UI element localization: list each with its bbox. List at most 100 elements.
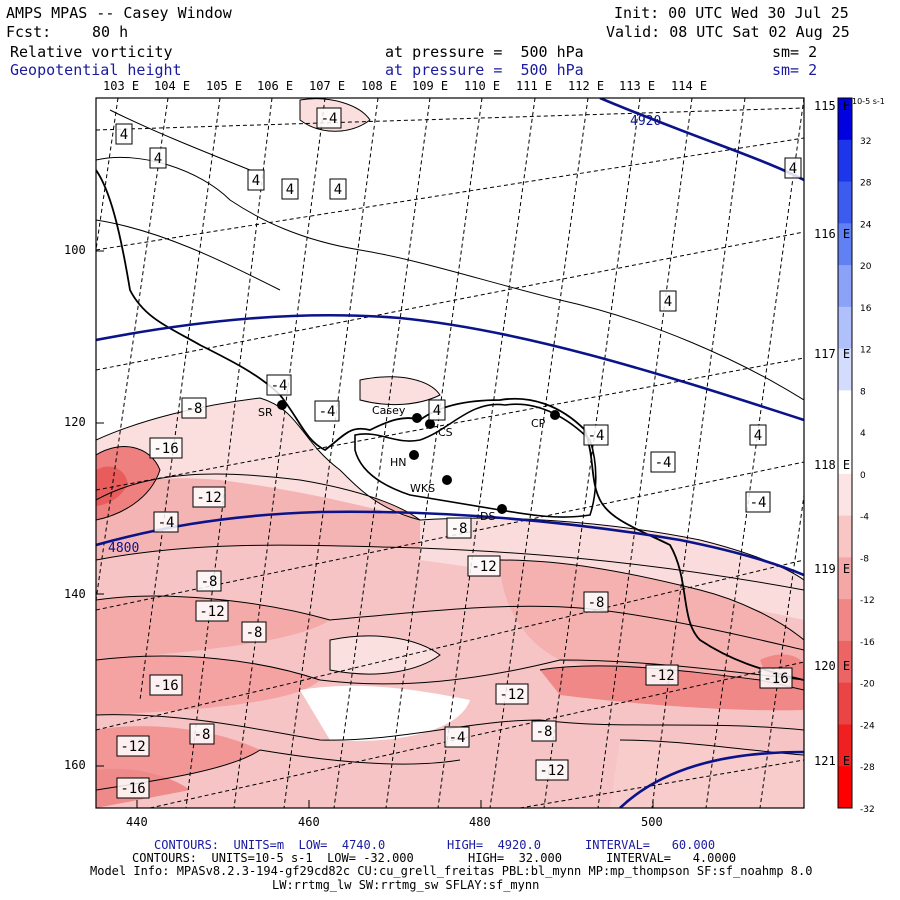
- right-lon-label: 117 E: [814, 347, 851, 361]
- top-lon-label: 107 E: [309, 79, 346, 93]
- y-tick-label: 160: [64, 758, 86, 772]
- colorbar-tick-label: -4: [860, 513, 869, 523]
- right-lon-label: 121 E: [814, 754, 851, 768]
- vorticity-label: -12: [495, 683, 529, 705]
- field1-name: Relative vorticity: [10, 43, 173, 61]
- station-label: Casey: [372, 404, 406, 417]
- height-contour-interval: INTERVAL= 60.000: [585, 838, 716, 852]
- station-marker: [497, 504, 507, 514]
- colorbar-segment: [838, 724, 852, 767]
- svg-text:-16: -16: [153, 678, 178, 694]
- map-plot-area: [96, 98, 804, 808]
- field2-level: at pressure = 500 hPa: [385, 61, 584, 79]
- forecast-hour: 80 h: [92, 23, 129, 41]
- svg-text:-4: -4: [750, 495, 767, 511]
- vorticity-label: 4: [247, 169, 265, 191]
- x-tick-label: 480: [469, 815, 491, 829]
- vorticity-label: -8: [241, 621, 267, 643]
- colorbar-tick-label: -24: [860, 721, 875, 731]
- svg-text:4: 4: [154, 151, 162, 167]
- colorbar-segment: [838, 682, 852, 725]
- colorbar-segment: [838, 515, 852, 558]
- top-lon-label: 111 E: [516, 79, 553, 93]
- forecast-label: Fcst:: [6, 23, 52, 41]
- svg-text:-12: -12: [199, 604, 224, 620]
- vorticity-label: 4: [428, 399, 446, 421]
- vorticity-contours: [96, 98, 804, 791]
- top-lon-label: 108 E: [361, 79, 398, 93]
- vorticity-label: 4: [115, 123, 133, 145]
- vorticity-contour-interval: INTERVAL= 4.0000: [606, 851, 737, 865]
- init-time: Init: 00 UTC Wed 30 Jul 25: [614, 4, 849, 22]
- svg-text:4: 4: [664, 294, 672, 310]
- vorticity-label: -4: [153, 511, 179, 533]
- colorbar-segment: [838, 265, 852, 308]
- x-tick-label: 460: [298, 815, 320, 829]
- vorticity-label: -12: [192, 486, 226, 508]
- colorbar-segment: [838, 348, 852, 391]
- right-lon-label: 120 E: [814, 659, 851, 673]
- top-lon-label: 110 E: [464, 79, 501, 93]
- top-lon-label: 112 E: [568, 79, 605, 93]
- right-lon-label: 118 E: [814, 458, 851, 472]
- region-outline: [354, 403, 597, 518]
- svg-text:-4: -4: [319, 404, 336, 420]
- svg-text:-8: -8: [194, 727, 211, 743]
- x-tick-label: 500: [641, 815, 663, 829]
- svg-text:-12: -12: [471, 559, 496, 575]
- colorbar-segment: [838, 766, 852, 809]
- vorticity-label: -8: [181, 397, 207, 419]
- vorticity-label: -12: [195, 600, 229, 622]
- top-lon-label: 113 E: [619, 79, 656, 93]
- vorticity-label: 4: [329, 178, 347, 200]
- vorticity-label: -4: [266, 374, 292, 396]
- model-info: Model Info: MPASv8.2.3-194-gf29cd82c CU:…: [90, 864, 813, 878]
- colorbar-segment: [838, 223, 852, 266]
- colorbar-segment: [838, 139, 852, 183]
- svg-text:-16: -16: [763, 671, 788, 687]
- vorticity-label: -12: [116, 735, 150, 757]
- top-lon-label: 114 E: [671, 79, 708, 93]
- svg-text:-8: -8: [186, 401, 203, 417]
- field1-smoothing: sm= 2: [772, 43, 818, 61]
- x-tick-label: 440: [126, 815, 148, 829]
- field2-smoothing: sm= 2: [772, 61, 818, 79]
- field2-name: Geopotential height: [10, 61, 182, 79]
- top-lon-label: 106 E: [257, 79, 294, 93]
- svg-text:-4: -4: [449, 730, 466, 746]
- svg-text:4: 4: [120, 127, 128, 143]
- field1-level: at pressure = 500 hPa: [385, 43, 584, 61]
- colorbar-tick-label: 4: [860, 429, 866, 439]
- y-tick-label: 120: [64, 415, 86, 429]
- top-lon-label: 109 E: [412, 79, 449, 93]
- svg-text:-4: -4: [321, 111, 338, 127]
- vorticity-label: -8: [531, 720, 557, 742]
- svg-text:-8: -8: [451, 521, 468, 537]
- vorticity-label: -12: [645, 664, 679, 686]
- model-info-physics: LW:rrtmg_lw SW:rrtmg_sw SFLAY:sf_mynn: [272, 878, 540, 892]
- colorbar-tick-label: 8: [860, 387, 866, 397]
- height-label-4920: 4920: [630, 114, 661, 129]
- y-tick-label: 140: [64, 587, 86, 601]
- colorbar-segment: [838, 640, 852, 684]
- svg-text:4: 4: [754, 428, 762, 444]
- vorticity-label: -8: [446, 517, 472, 539]
- vorticity-contour-labels: 4 -4 4 4 4 4 4 4 4 4 -4 -8 -4 -4 -4 -4 -16 -12 -4 -8 -12 -8 -1…: [115, 107, 802, 799]
- station-label: CP: [531, 417, 546, 430]
- height-contours: [96, 98, 804, 808]
- svg-text:-4: -4: [588, 428, 605, 444]
- plot-frame: [95, 97, 805, 809]
- colorbar-unit-label: 10-5 s-1: [852, 97, 885, 106]
- svg-text:-12: -12: [196, 490, 221, 506]
- top-lon-label: 105 E: [206, 79, 243, 93]
- vorticity-label: -16: [116, 777, 150, 799]
- station-label: HN: [390, 456, 407, 469]
- vorticity-label: -4: [316, 107, 342, 129]
- station-marker: [442, 475, 452, 485]
- graticule-meridians: [96, 98, 804, 808]
- colorbar-tick-label: -12: [860, 596, 875, 606]
- colorbar-tick-label: 0: [860, 471, 866, 481]
- vorticity-label: -16: [759, 667, 793, 689]
